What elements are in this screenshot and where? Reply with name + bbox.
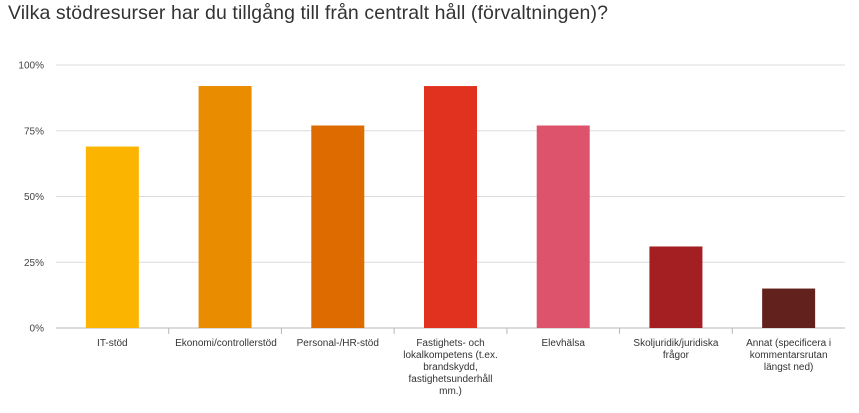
chart-title: Vilka stödresurser har du tillgång till … xyxy=(8,2,609,24)
y-tick-label: 25% xyxy=(24,258,44,269)
y-tick-label: 50% xyxy=(24,192,44,203)
x-tick-label: Personal-/HR-stöd xyxy=(296,338,379,349)
bar xyxy=(536,125,590,329)
y-tick-label: 75% xyxy=(24,126,44,137)
x-tick-label: IT-stöd xyxy=(97,338,128,349)
y-tick-label: 0% xyxy=(30,324,45,335)
x-tick-label: Skoljuridik/juridiska frågor xyxy=(633,338,719,361)
bar xyxy=(311,125,365,329)
y-axis-ticks: 0% 25% 50% 75% 100% xyxy=(18,61,44,335)
bar xyxy=(424,86,477,328)
bar xyxy=(762,288,816,328)
x-tick-label: Ekonomi/controllerstöd xyxy=(175,338,277,349)
bar xyxy=(85,146,139,328)
bar xyxy=(649,246,703,328)
x-tick-label: Elevhälsa xyxy=(541,338,585,349)
y-tick-label: 100% xyxy=(18,61,44,72)
bar xyxy=(198,86,252,328)
x-tick-label: Annat (specificera i kommentarsrutan län… xyxy=(746,338,832,373)
bars xyxy=(85,86,816,329)
x-tick-label: Fastighets- och lokalkompetens (t.ex. br… xyxy=(403,338,498,397)
